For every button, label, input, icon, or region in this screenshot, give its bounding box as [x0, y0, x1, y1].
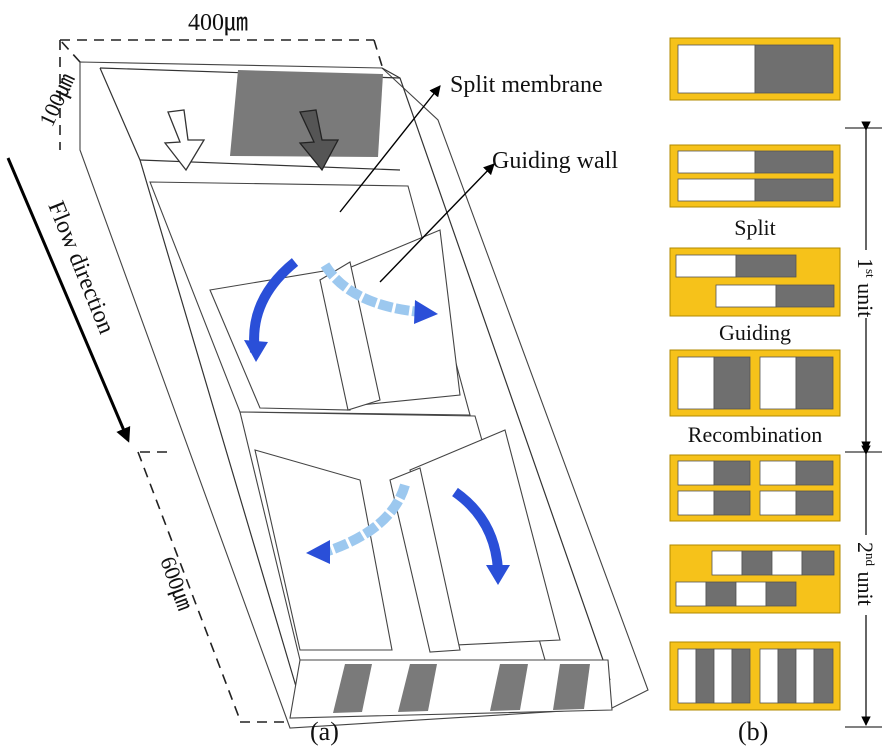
- outlet-face: [289, 659, 613, 719]
- cross-section-inlet: [669, 37, 841, 101]
- cross-section-split-1: [669, 144, 841, 208]
- inlet-arrow-white: [163, 109, 206, 172]
- stage-label-split: Split: [734, 215, 776, 240]
- stage-label-guiding: Guiding: [719, 320, 791, 345]
- cross-section-recombination-1: [669, 349, 841, 417]
- unit1-ordinal: 1: [853, 258, 878, 269]
- unit2-ordinal: 2: [853, 542, 878, 553]
- unit2-sup: nd: [863, 553, 878, 567]
- length-label: 600㎛: [154, 553, 197, 614]
- split-membrane-label: Split membrane: [450, 72, 603, 98]
- cross-sections: [669, 37, 882, 728]
- mixer-3d-channel: [6, 39, 649, 729]
- guiding-edge-1: [319, 261, 381, 411]
- dim-length-line: [137, 451, 241, 721]
- unit2-label: 2nd unit: [853, 542, 878, 606]
- guiding-wall-leader: [379, 163, 495, 283]
- split-membrane-leader: [339, 85, 441, 213]
- stage-label-recombination: Recombination: [688, 422, 822, 447]
- cross-section-guiding-2: [669, 544, 841, 614]
- cross-section-guiding-1: [669, 247, 841, 317]
- guiding-edge-2: [389, 467, 461, 653]
- unit1-sup: st: [863, 269, 878, 278]
- guiding-wall-label: Guiding wall: [492, 148, 618, 174]
- cross-section-recombination-2: [669, 641, 841, 711]
- panel-b-label: (b): [738, 717, 768, 746]
- unit2-word: unit: [853, 566, 878, 606]
- flow-arrow-blue-2: [452, 487, 503, 571]
- panel-a-label: (a): [310, 717, 339, 746]
- flow-direction-arrow: [6, 157, 131, 443]
- inlet-arrow-dark: [298, 109, 340, 172]
- outlet-stripes: [333, 664, 590, 713]
- height-label: 100㎛: [34, 70, 81, 131]
- cross-section-split-2: [669, 454, 841, 522]
- guiding-wall-left-1: [209, 269, 351, 411]
- flow-arrow-lightblue-1: [320, 262, 421, 317]
- width-label: 400㎛: [188, 10, 248, 36]
- flow-arrow-lightblue-2: [323, 483, 410, 557]
- unit1-label: 1st unit: [853, 258, 878, 317]
- unit1-word: unit: [853, 278, 878, 318]
